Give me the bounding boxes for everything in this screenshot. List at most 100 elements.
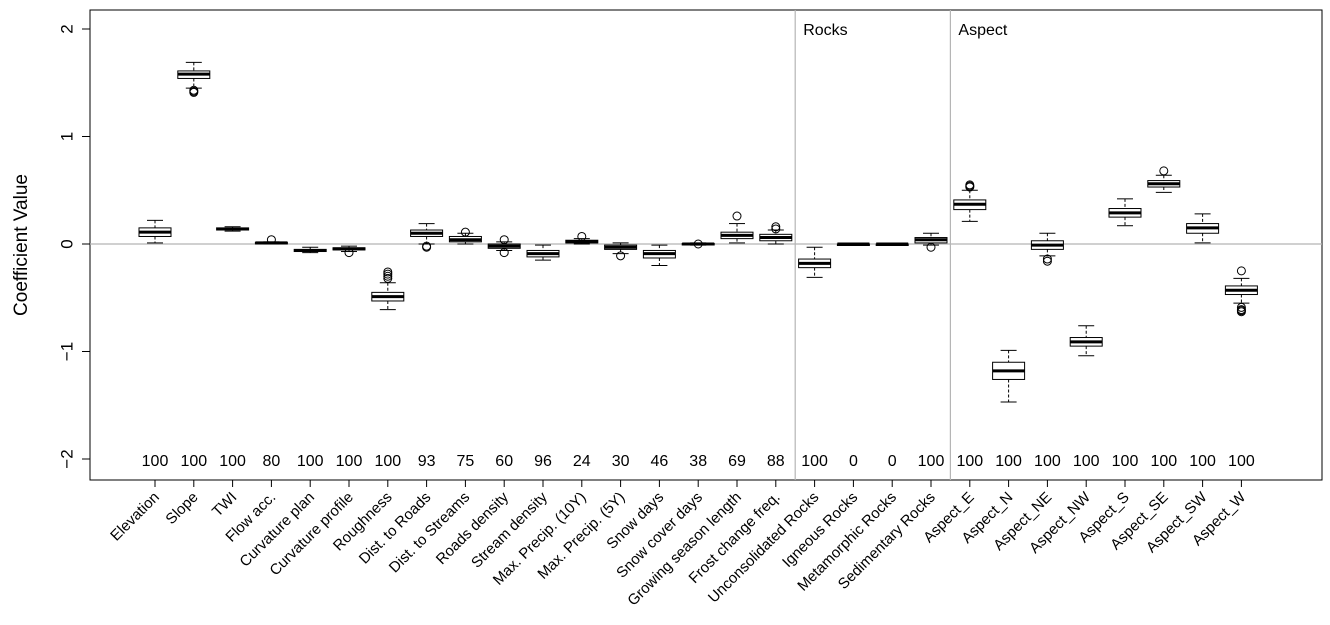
outlier-point [1042, 254, 1052, 264]
count-label-aspect-se: 100 [1150, 453, 1177, 470]
count-label-dist-to-streams: 75 [457, 453, 475, 470]
y-tick-label: 0 [57, 239, 76, 248]
y-tick-label: 1 [57, 132, 76, 141]
box-roughness [371, 267, 405, 311]
count-label-aspect-nw: 100 [1073, 453, 1100, 470]
plot-marks [138, 61, 1258, 403]
outlier-point [344, 248, 354, 258]
count-label-max-precip-10y: 24 [573, 453, 591, 470]
count-label-roughness: 100 [374, 453, 401, 470]
count-label-igneous-rocks: 0 [849, 453, 858, 470]
count-label-roads-density: 60 [495, 453, 513, 470]
outlier-point [499, 235, 509, 245]
count-label-aspect-s: 100 [1112, 453, 1139, 470]
box-dist-to-streams [448, 227, 482, 245]
outlier-point [693, 239, 703, 249]
count-label-snow-days: 46 [651, 453, 669, 470]
box-frost-change-freq [759, 222, 793, 245]
box-max-precip-5y [604, 242, 638, 261]
box-igneous-rocks [836, 242, 870, 246]
count-label-aspect-n: 100 [995, 453, 1022, 470]
x-tick-label-elevation: Elevation [107, 489, 163, 545]
box-max-precip-10y [565, 231, 599, 245]
outlier-point [383, 273, 393, 283]
count-label-max-precip-5y: 30 [612, 453, 630, 470]
box-aspect-se [1147, 166, 1181, 193]
count-label-frost-change-freq: 88 [767, 453, 785, 470]
box-aspect-sw [1186, 213, 1220, 244]
outlier-point [422, 241, 432, 251]
box-aspect-w [1224, 266, 1258, 317]
box-aspect-n [992, 349, 1026, 403]
count-label-growing-season-length: 69 [728, 453, 746, 470]
box-aspect-e [953, 180, 987, 222]
count-label-stream-density: 96 [534, 453, 552, 470]
box-growing-season-length [720, 211, 754, 244]
count-label-dist-to-roads: 93 [418, 453, 436, 470]
outlier-point [266, 235, 276, 245]
outlier-point [616, 251, 626, 261]
y-tick-label: 2 [57, 24, 76, 33]
count-label-twi: 100 [219, 453, 246, 470]
box-stream-density [526, 244, 560, 261]
box-snow-cover-days [681, 239, 715, 249]
outlier-point [965, 180, 975, 190]
outlier-point [1236, 266, 1246, 276]
x-tick-label-twi: TWI [209, 489, 240, 520]
box-snow-days [642, 244, 676, 266]
count-label-aspect-ne: 100 [1034, 453, 1061, 470]
outlier-point [189, 85, 199, 95]
count-label-unconsolidated-rocks: 100 [801, 453, 828, 470]
outlier-point [383, 269, 393, 279]
count-label-curvature-profile: 100 [336, 453, 363, 470]
group-label-aspect: Aspect [958, 22, 1007, 39]
box-roads-density [487, 235, 521, 258]
box-aspect-s [1108, 198, 1142, 227]
outlier-point [460, 227, 470, 237]
outlier-point [1042, 256, 1052, 266]
count-label-aspect-sw: 100 [1189, 453, 1216, 470]
box-curvature-plan [293, 246, 327, 254]
box-dist-to-roads [410, 223, 444, 252]
outlier-point [732, 211, 742, 221]
outlier-point [189, 87, 199, 97]
count-label-metamorphic-rocks: 0 [888, 453, 897, 470]
box-metamorphic-rocks [875, 242, 909, 246]
plot-frame [89, 9, 1323, 481]
y-tick-label: −2 [57, 449, 76, 468]
outlier-point [499, 248, 509, 258]
box-curvature-profile [332, 245, 366, 258]
outlier-point [771, 222, 781, 232]
count-label-aspect-e: 100 [956, 453, 983, 470]
outlier-point [1159, 166, 1169, 176]
count-label-snow-cover-days: 38 [689, 453, 707, 470]
axes [82, 9, 1323, 487]
x-tick-label-slope: Slope [162, 489, 201, 528]
outlier-point [771, 224, 781, 234]
count-label-elevation: 100 [142, 453, 169, 470]
y-axis-label: Coefficient Value [11, 174, 32, 316]
count-label-slope: 100 [180, 453, 207, 470]
count-label-sedimentary-rocks: 100 [918, 453, 945, 470]
box-aspect-nw [1069, 325, 1103, 357]
box-elevation [138, 219, 172, 244]
outlier-point [383, 271, 393, 281]
outlier-point [926, 242, 936, 252]
labels: −2 −1 0 1 2 Coefficient Value Rocks Aspect Eleva… [11, 22, 1255, 609]
count-label-curvature-plan: 100 [297, 453, 324, 470]
box-aspect-ne [1030, 232, 1064, 266]
box-twi [216, 226, 250, 232]
count-label-aspect-w: 100 [1228, 453, 1255, 470]
outlier-point [1236, 302, 1246, 312]
box-slope [177, 61, 211, 97]
box-unconsolidated-rocks [798, 246, 832, 278]
group-label-rocks: Rocks [803, 22, 847, 39]
outlier-point [577, 231, 587, 241]
box-flow-acc [254, 235, 288, 245]
outlier-point [383, 267, 393, 277]
y-tick-label: −1 [57, 342, 76, 361]
count-label-flow-acc: 80 [263, 453, 281, 470]
outlier-point [1236, 307, 1246, 317]
box-sedimentary-rocks [914, 232, 948, 252]
